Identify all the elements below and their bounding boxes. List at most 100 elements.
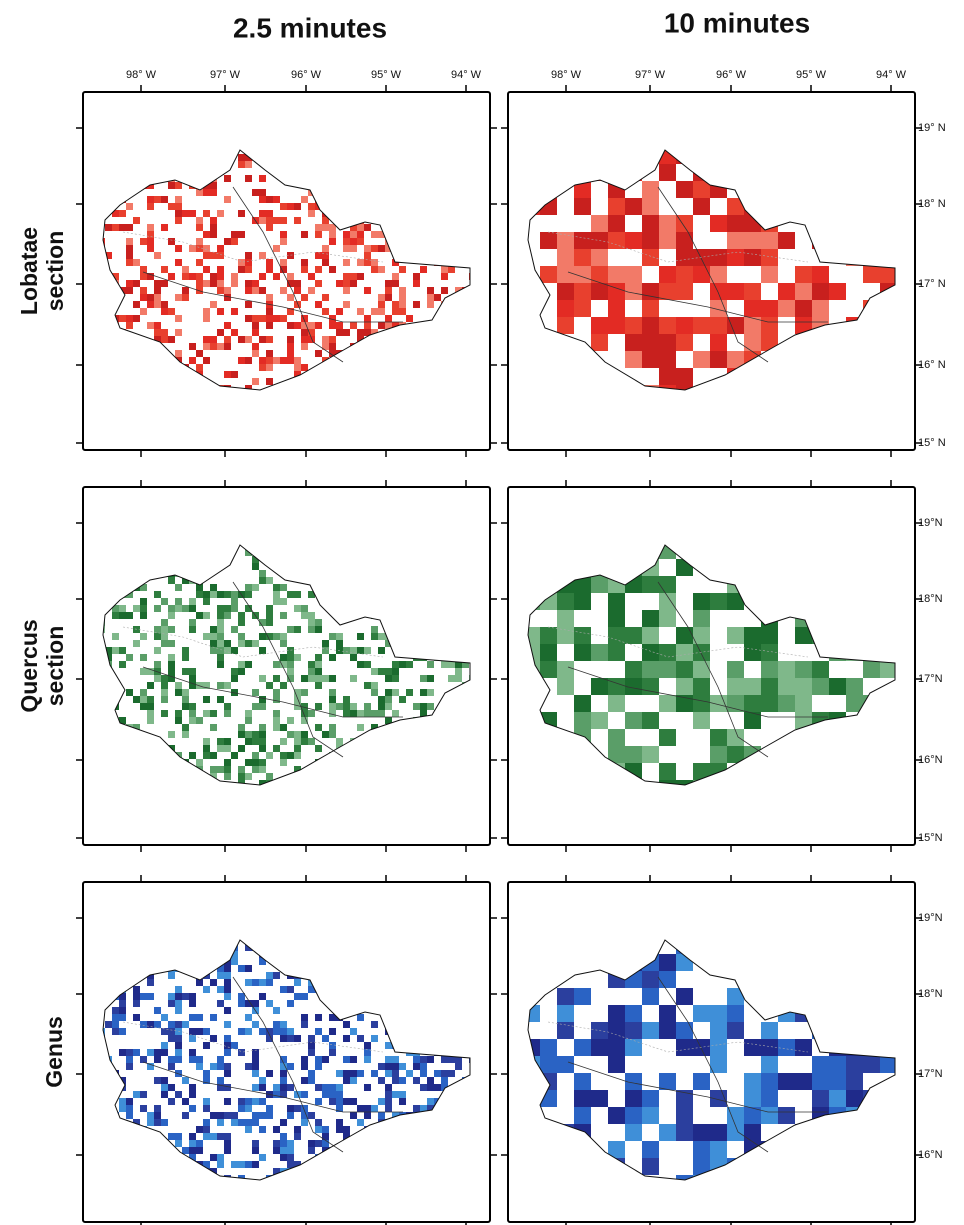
cell: [455, 308, 462, 315]
cell: [448, 343, 455, 350]
cell: [659, 1005, 676, 1022]
cell: [210, 752, 217, 759]
cell: [168, 1084, 175, 1091]
cell: [105, 647, 112, 654]
cell: [103, 972, 105, 979]
cell: [399, 591, 406, 598]
cell: [434, 745, 441, 752]
cell: [224, 1098, 231, 1105]
cell: [245, 1028, 252, 1035]
cell: [182, 654, 189, 661]
cell: [224, 745, 231, 752]
cell: [322, 1126, 329, 1133]
cell: [540, 940, 557, 954]
cell: [168, 1182, 175, 1189]
cell: [217, 1084, 224, 1091]
cell: [301, 689, 308, 696]
cell: [413, 1063, 420, 1070]
cell: [812, 780, 829, 785]
cell: [168, 308, 175, 315]
cell: [659, 283, 676, 300]
cell: [897, 780, 914, 797]
cell: [259, 993, 266, 1000]
cell: [378, 343, 385, 350]
cell: [528, 712, 540, 729]
cell: [301, 1014, 308, 1021]
cell: [259, 287, 266, 294]
cell: [448, 371, 455, 378]
cell: [119, 1049, 126, 1056]
cell: [308, 1070, 315, 1077]
cell: [357, 308, 364, 315]
cell: [287, 1084, 294, 1091]
cell: [897, 300, 914, 317]
cell: [259, 619, 266, 626]
cell: [287, 626, 294, 633]
cell: [119, 1154, 126, 1161]
cell: [175, 196, 182, 203]
cell: [259, 696, 266, 703]
cell: [210, 979, 217, 986]
cell: [455, 210, 462, 217]
cell: [448, 773, 455, 780]
cell: [287, 154, 294, 161]
cell: [196, 717, 203, 724]
cell: [540, 545, 557, 559]
cell: [103, 598, 105, 605]
cell: [462, 598, 469, 605]
cell: [392, 150, 399, 154]
cell: [378, 965, 385, 972]
cell: [203, 1070, 210, 1077]
cell: [203, 1119, 210, 1126]
cell: [476, 766, 483, 773]
cell: [642, 746, 659, 763]
cell: [378, 738, 385, 745]
cell: [378, 598, 385, 605]
cell: [231, 371, 238, 378]
cell: [231, 231, 238, 238]
cell: [427, 1084, 434, 1091]
cell: [448, 189, 455, 196]
cell: [476, 577, 483, 584]
cell: [224, 591, 231, 598]
cell: [778, 954, 795, 971]
cell: [168, 273, 175, 280]
cell: [897, 1124, 914, 1141]
cell: [392, 350, 399, 357]
cell: [103, 1175, 105, 1180]
cell: [182, 570, 189, 577]
cell: [301, 570, 308, 577]
cell: [434, 766, 441, 773]
cell: [329, 675, 336, 682]
cell: [441, 1077, 448, 1084]
cell: [642, 1158, 659, 1175]
cell: [608, 1175, 625, 1180]
cell: [676, 678, 693, 695]
cell: [126, 322, 133, 329]
cell: [795, 1039, 812, 1056]
cell: [846, 1141, 863, 1158]
cell: [147, 168, 154, 175]
cell: [210, 231, 217, 238]
cell: [308, 1182, 315, 1189]
cell: [455, 668, 462, 675]
cell: [795, 317, 812, 334]
cell: [133, 951, 140, 958]
cell: [189, 787, 196, 794]
cell: [168, 1133, 175, 1140]
cell: [336, 570, 343, 577]
cell: [727, 780, 744, 785]
cell: [462, 182, 469, 189]
cell: [224, 1112, 231, 1119]
cell: [385, 1084, 392, 1091]
cell: [196, 350, 203, 357]
cell: [476, 773, 483, 780]
cell: [280, 951, 287, 958]
cell: [378, 794, 385, 801]
cell: [371, 682, 378, 689]
cell: [469, 563, 470, 570]
cell: [625, 1073, 642, 1090]
cell: [161, 1049, 168, 1056]
cell: [455, 1105, 462, 1112]
cell: [846, 368, 863, 385]
